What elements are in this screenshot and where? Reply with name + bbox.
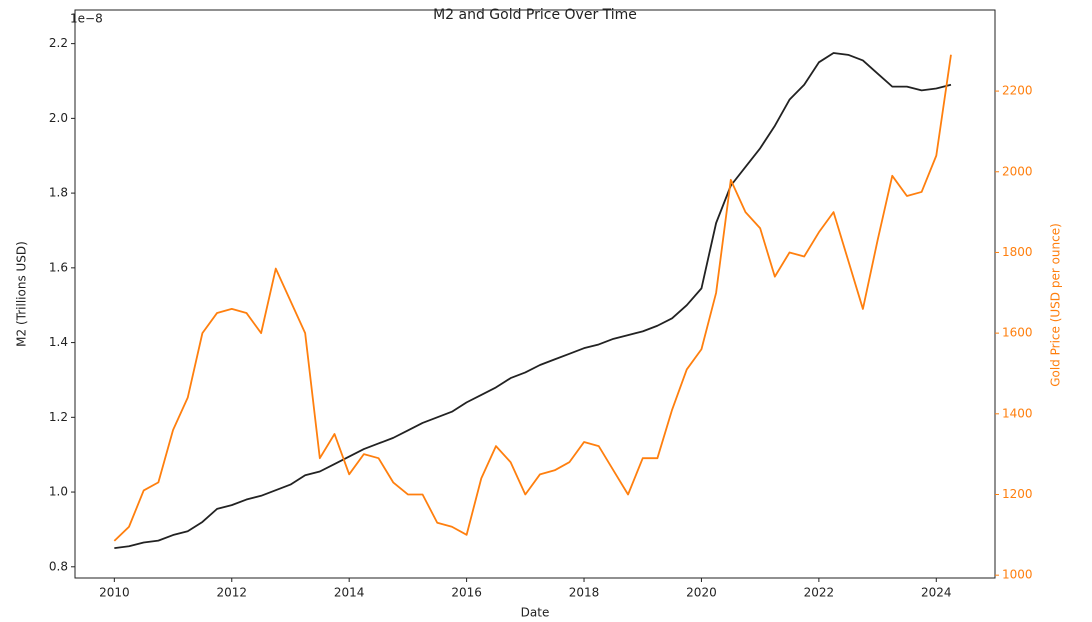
line-series [114,52,952,550]
x-tick-label: 2014 [334,586,365,600]
x-tick-label: 2022 [804,586,835,600]
y2-tick-label: 1000 [1002,568,1033,582]
y-tick-label: 1.2 [49,410,68,424]
x-tick-label: 2024 [921,586,952,600]
x-tick-label: 2018 [569,586,600,600]
y2-tick-label: 1200 [1002,487,1033,501]
y2-tick-label: 1800 [1002,245,1033,259]
y-tick-label: 1.0 [49,485,68,499]
x-tick-label: 2016 [451,586,482,600]
y2-tick-label: 1400 [1002,406,1033,420]
line-series [113,54,952,542]
y-tick-label: 1.6 [49,260,68,274]
y-tick-label: 0.8 [49,559,68,573]
y2-axis-label: Gold Price (USD per ounce) [1049,223,1063,387]
x-axis-label: Date [521,606,550,620]
y-tick-label: 1.8 [49,186,68,200]
y2-tick-label: 1600 [1002,326,1033,340]
chart-title: M2 and Gold Price Over Time [433,7,637,23]
y-axis-label: M2 (Trillions USD) [15,241,29,347]
y-tick-label: 1.4 [49,335,68,349]
y-tick-label: 2.0 [49,111,68,125]
y-tick-label: 2.2 [49,36,68,50]
x-tick-label: 2020 [686,586,717,600]
y-offset-label: 1e−8 [70,12,103,26]
x-tick-label: 2012 [216,586,247,600]
y2-tick-label: 2000 [1002,164,1033,178]
y2-tick-label: 2200 [1002,84,1033,98]
x-tick-label: 2010 [99,586,130,600]
plot-frame [74,9,996,579]
